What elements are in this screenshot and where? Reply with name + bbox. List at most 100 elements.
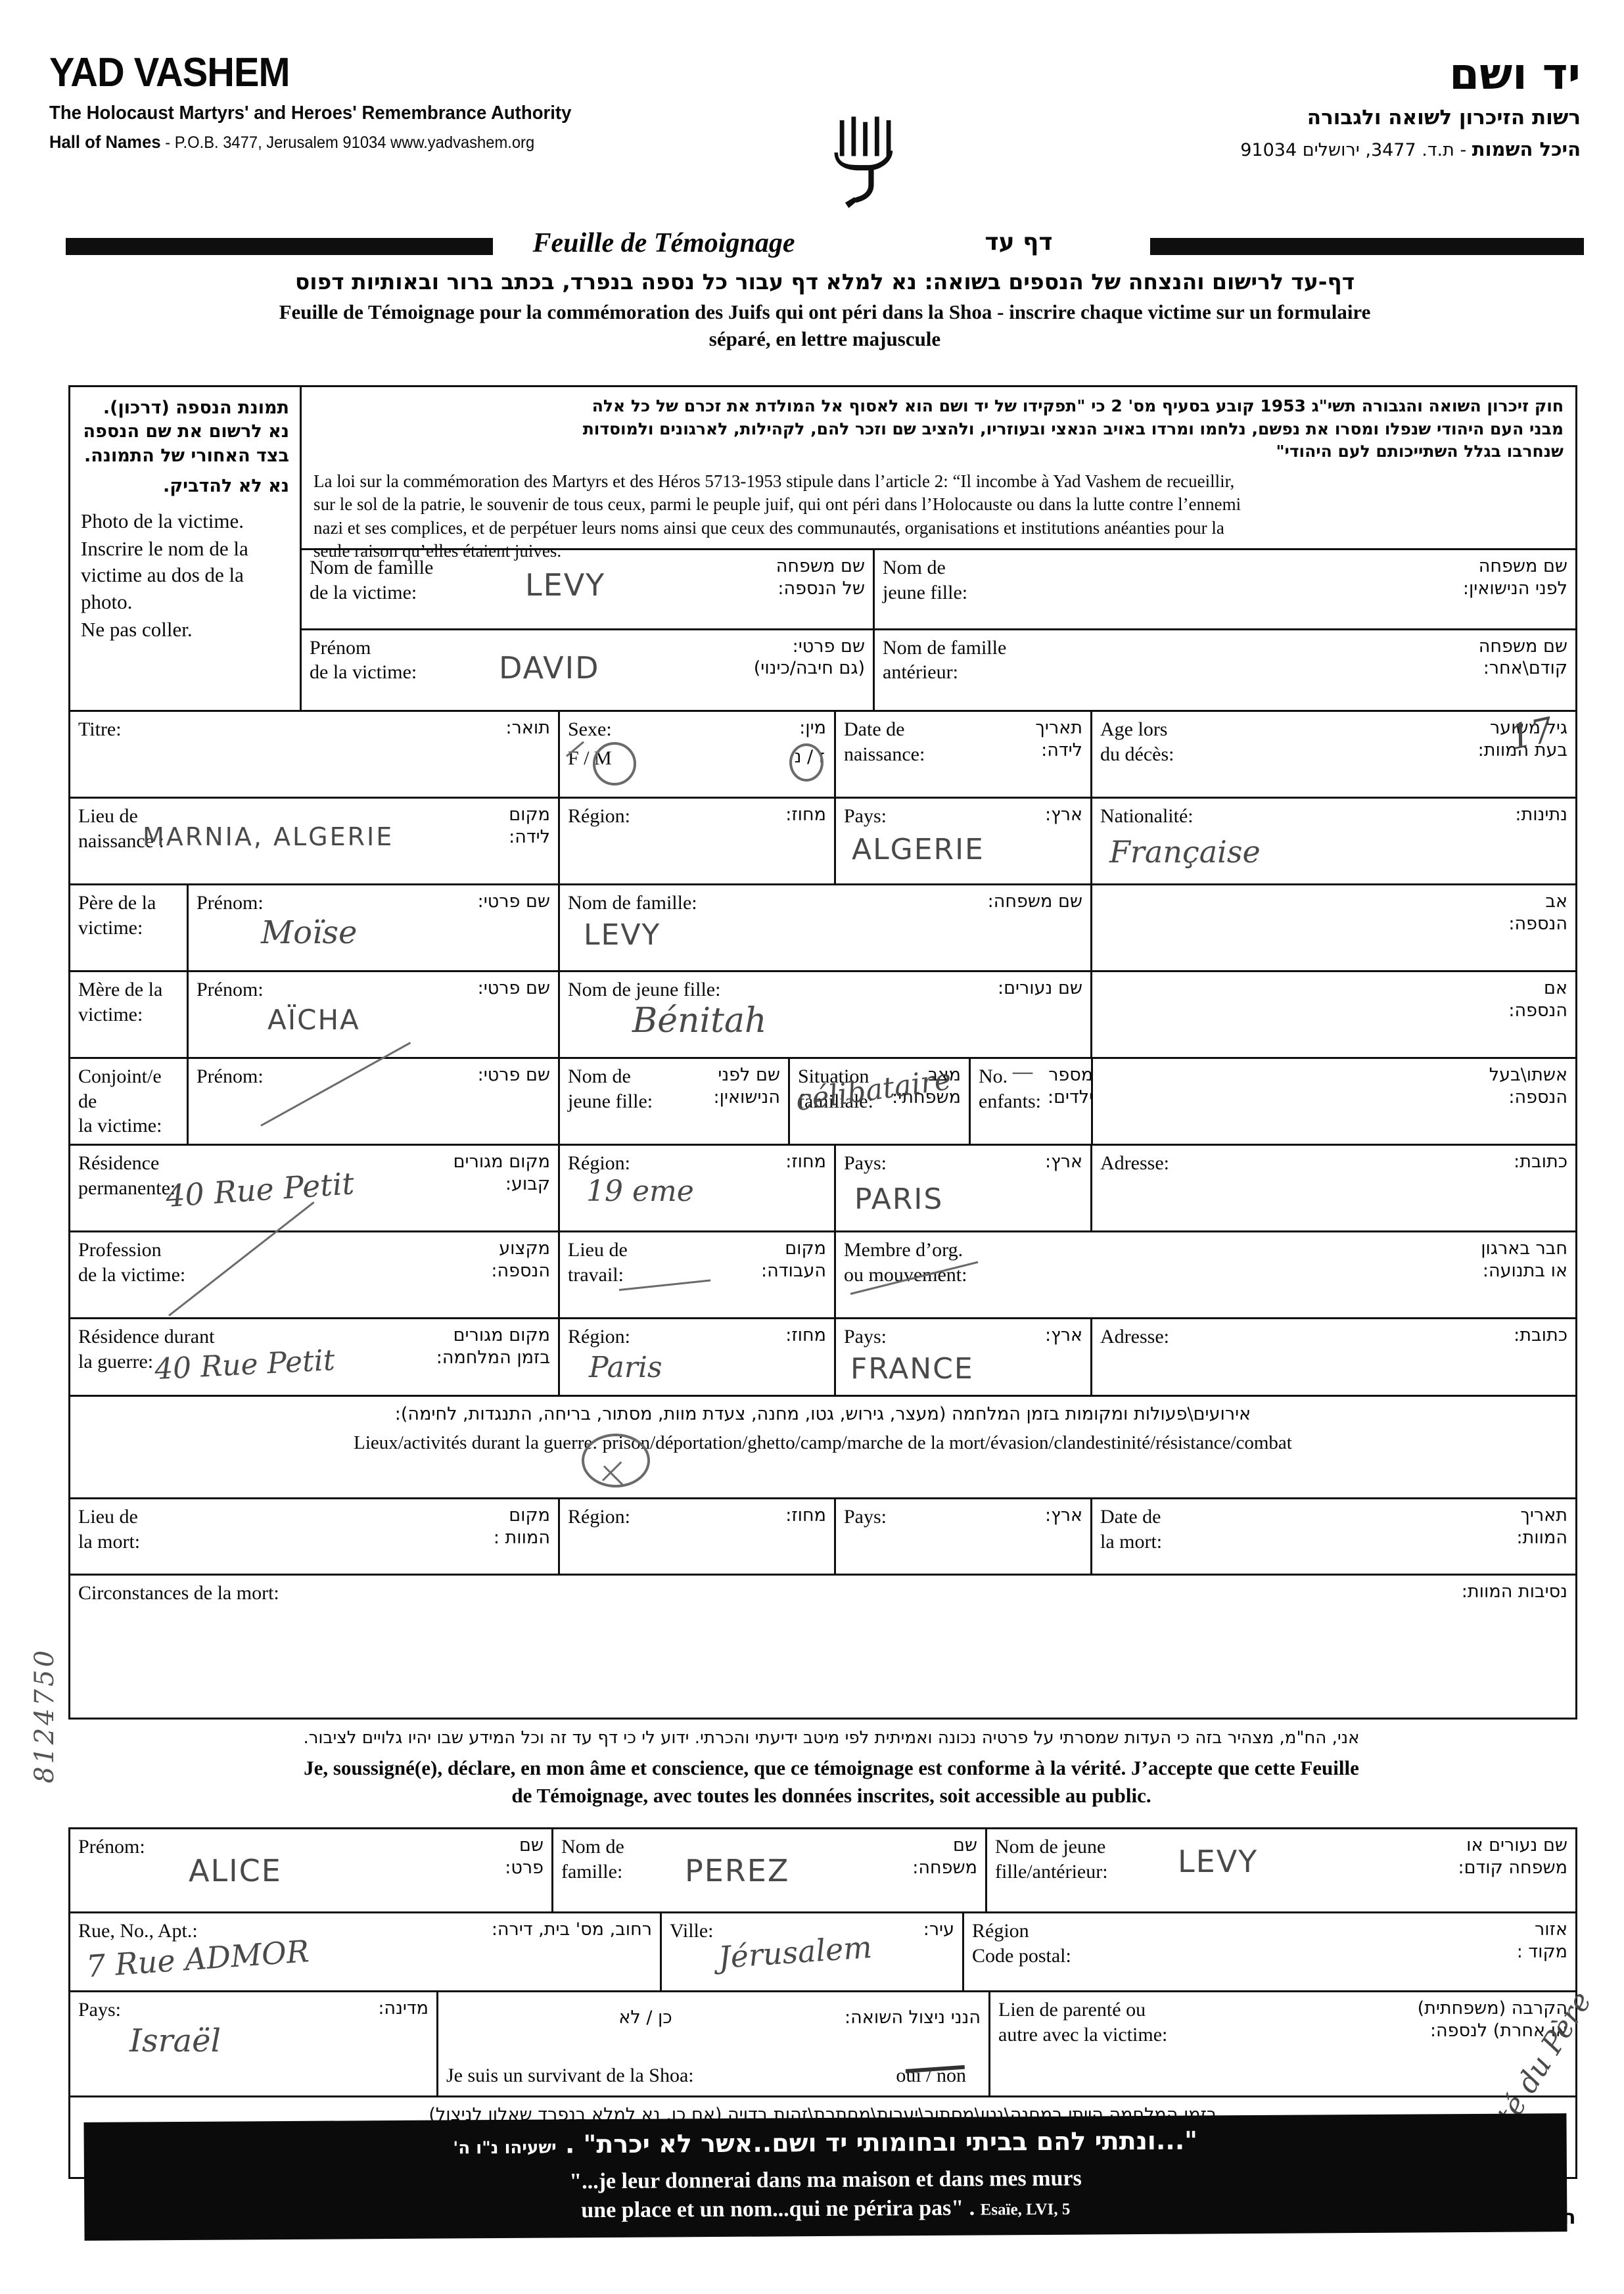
label-mother-maiden-name-fr: Nom de jeune fille: — [568, 979, 721, 1000]
field-victim-first-name[interactable]: Prénom de la victime: שם פרטי: (גם חיבה/… — [302, 630, 875, 710]
value-permanent-region: 19 eme — [586, 1175, 694, 1208]
field-war-activities[interactable]: אירועים\פעולות ומקומות בזמן המלחמה (מעצר… — [70, 1397, 1575, 1497]
field-birth-country[interactable]: Pays: ארץ: ALGERIE — [836, 799, 1092, 883]
label-witness-last-name-he: שם משפחה: — [912, 1835, 977, 1878]
label-mother-maiden-name-he: שם נעורים: — [998, 978, 1082, 998]
label-permanent-residence-he: מקום מגורים קבוע: — [453, 1152, 550, 1194]
field-witness-maiden-name[interactable]: Nom de jeune fille/antérieur: שם נעורים … — [987, 1829, 1575, 1911]
field-war-residence[interactable]: Résidence durant la guerre: מקום מגורים … — [70, 1319, 560, 1395]
field-witness-first-name[interactable]: Prénom: שם פרט: ALICE — [70, 1829, 553, 1911]
declaration-fr-line1: Je, soussigné(e), déclare, en mon âme et… — [304, 1756, 1359, 1779]
field-mother-first-name[interactable]: Prénom: שם פרטי: AÏCHA — [189, 972, 560, 1057]
field-death-circumstances[interactable]: Circonstances de la mort: נסיבות המוות: — [70, 1576, 1575, 1654]
field-war-address[interactable]: Adresse: כתובת: — [1092, 1319, 1575, 1395]
field-father-last-name[interactable]: Nom de famille: שם משפחה: LEVY — [560, 885, 1092, 970]
field-victim-family-name[interactable]: Nom de famille de la victime: שם משפחה ש… — [302, 550, 875, 628]
field-workplace[interactable]: Lieu de travail: מקום העבודה: — [560, 1232, 836, 1317]
address-text-en: - P.O.B. 3477, Jerusalem 91034 www.yadva… — [160, 133, 535, 152]
survivor-options-he[interactable]: כן / לא — [618, 2007, 672, 2028]
instructions-fr-line2: séparé, en lettre majuscule — [708, 327, 941, 350]
title-rule-right — [1150, 238, 1584, 255]
field-spouse-side-label: אשתו\בעל הנספה: — [1093, 1059, 1575, 1144]
label-victim-previous-name-he: שם משפחה קודם\אחר: — [1478, 636, 1567, 679]
footer-quote-banner: "...ונתתי להם בביתי ובחומותי יד ושם..אשר… — [83, 2113, 1567, 2241]
footer-quote-he-text: "...ונתתי להם בביתי ובחומותי יד ושם..אשר… — [565, 2126, 1198, 2159]
label-war-region-fr: Région: — [568, 1326, 630, 1347]
field-survivor-status[interactable]: כן / לא הנני ניצול השואה: Je suis un sur… — [438, 1992, 990, 2095]
field-nationality[interactable]: Nationalité: נתינות: Française — [1092, 799, 1575, 883]
field-witness-street[interactable]: Rue, No., Apt.: רחוב, מס' בית, דירה: 7 R… — [70, 1913, 662, 1990]
field-birth-place[interactable]: Lieu de naissance : מקום לידה: MARNIA, A… — [70, 799, 560, 883]
field-title[interactable]: Titre: תואר: — [70, 712, 560, 797]
law-he-line1: חוק זיכרון השואה והגבורה תשי"ג 1953 קובע… — [592, 396, 1564, 415]
label-death-date-fr: Date de la mort: — [1100, 1506, 1163, 1553]
field-profession[interactable]: Profession de la victime: מקצוע הנספה: — [70, 1201, 560, 1317]
header-latin-block: YAD VASHEM The Holocaust Martyrs' and He… — [49, 53, 707, 151]
field-sex[interactable]: Sexe: מין: F / M ז / נ — [560, 712, 836, 797]
label-witness-region-fr: Région Code postal: — [972, 1920, 1071, 1967]
law-fr-line3: nazi et ses complices, et de perpétuer l… — [313, 517, 1224, 538]
label-witness-region-he: אזור מקוד : — [1516, 1919, 1567, 1962]
field-victim-previous-name[interactable]: Nom de famille antérieur: שם משפחה קודם\… — [875, 630, 1575, 710]
field-war-country[interactable]: Pays: ארץ: FRANCE — [836, 1319, 1092, 1395]
form-title-fr: Feuille de Témoignage — [532, 228, 795, 258]
field-death-place[interactable]: Lieu de la mort: מקום המוות : — [70, 1499, 560, 1574]
label-nationality-he: נתינות: — [1515, 805, 1567, 825]
field-permanent-residence[interactable]: Résidence permanente: מקום מגורים קבוע: … — [70, 1146, 560, 1230]
label-death-place-fr: Lieu de la mort: — [78, 1506, 141, 1553]
field-permanent-region[interactable]: Région: מחוז: 19 eme — [560, 1146, 836, 1230]
label-spouse-first-name-he: שם פרטי: — [477, 1065, 550, 1085]
label-birth-region-fr: Région: — [568, 805, 630, 827]
victim-details-table: תמונת הנספה (דרכון). נא לרשום את שם הנספ… — [68, 385, 1577, 1720]
organization-address-en: Hall of Names - P.O.B. 3477, Jerusalem 9… — [49, 133, 674, 151]
organization-subtitle-en: The Holocaust Martyrs' and Heroes' Remem… — [49, 103, 572, 124]
organization-name-he: יד ושם — [1449, 49, 1581, 99]
field-victim-maiden-name[interactable]: Nom de jeune fille: שם משפחה לפני הנישוא… — [875, 550, 1575, 628]
field-death-date[interactable]: Date de la mort: תאריך המוות: — [1092, 1499, 1575, 1574]
label-war-region-he: מחוז: — [785, 1325, 826, 1346]
field-war-region[interactable]: Région: מחוז: Paris — [560, 1319, 836, 1395]
field-organization[interactable]: Membre d’org. ou mouvement: חבר בארגון א… — [836, 1232, 1575, 1317]
label-death-place-he: מקום המוות : — [493, 1505, 550, 1548]
field-mother-maiden-name[interactable]: Nom de jeune fille: שם נעורים: Bénitah — [560, 972, 1092, 1057]
law-fr-line1: La loi sur la commémoration des Martyrs … — [313, 471, 1235, 491]
label-permanent-residence-fr: Résidence permanente: — [78, 1152, 176, 1199]
field-witness-region[interactable]: Région Code postal: אזור מקוד : — [964, 1913, 1575, 1990]
field-witness-country[interactable]: Pays: מדינה: Israël — [70, 1992, 438, 2095]
label-children-count-he: מספר ילדים: — [1047, 1065, 1094, 1108]
field-birth-date[interactable]: Date de naissance: תאריך לידה: — [836, 712, 1092, 797]
field-permanent-country[interactable]: Pays: ארץ: PARIS — [836, 1146, 1092, 1230]
field-permanent-address[interactable]: Adresse: כתובת: — [1092, 1146, 1575, 1230]
field-family-situation[interactable]: Situation familiale: מצב משפחתי: célibat… — [790, 1059, 971, 1144]
label-organization-he: חבר בארגון או בתנועה: — [1481, 1238, 1567, 1281]
label-witness-country-he: מדינה: — [378, 1998, 429, 2019]
label-workplace-fr: Lieu de travail: — [568, 1239, 628, 1286]
field-age-at-death[interactable]: Age lors du décès: גיל משוער בעת המוות: … — [1092, 711, 1575, 797]
field-children-count[interactable]: No. enfants: מספר ילדים: — — [971, 1059, 1093, 1144]
label-family-situation-he: מצב משפחתי: — [892, 1065, 961, 1108]
label-witness-maiden-name-fr: Nom de jeune fille/antérieur: — [995, 1836, 1108, 1883]
label-death-date-he: תאריך המוות: — [1516, 1505, 1567, 1548]
declaration-fr-line2: de Témoignage, avec toutes les données i… — [511, 1784, 1151, 1808]
field-relation-to-victim[interactable]: Lien de parenté ou autre avec la victime… — [990, 1986, 1598, 2226]
label-birth-place-fr: Lieu de naissance : — [78, 805, 164, 852]
label-profession-fr: Profession de la victime: — [78, 1239, 186, 1286]
value-victim-first-name: DAVID — [499, 649, 600, 686]
field-spouse-maiden-name[interactable]: Nom de jeune fille: שם לפני הנישואין: — [560, 1059, 790, 1144]
field-death-region[interactable]: Région: מחוז: — [560, 1499, 836, 1574]
value-war-country: FRANCE — [850, 1352, 974, 1386]
label-victim-family-name-he: שם משפחה של הנספה: — [776, 556, 865, 599]
label-death-circumstances-he: נסיבות המוות: — [1461, 1581, 1567, 1602]
field-birth-region[interactable]: Région: מחוז: — [560, 799, 836, 883]
label-age-at-death-fr: Age lors du décès: — [1100, 718, 1174, 765]
label-birth-country-fr: Pays: — [844, 805, 887, 827]
field-witness-city[interactable]: Ville: עיר: Jérusalem — [662, 1913, 964, 1990]
field-father-first-name[interactable]: Prénom: שם פרטי: Moïse — [189, 885, 560, 970]
label-relation-he: הקרבה (משפחתית) או אחרת) לנספה: — [1417, 1998, 1567, 2041]
field-witness-last-name[interactable]: Nom de famille: שם משפחה: PEREZ — [553, 1829, 987, 1911]
label-death-region-fr: Région: — [568, 1506, 630, 1528]
field-death-country[interactable]: Pays: ארץ: — [836, 1499, 1092, 1574]
field-spouse-first-name[interactable]: Prénom: שם פרטי: — [189, 1042, 560, 1144]
value-witness-first-name: ALICE — [189, 1853, 282, 1888]
label-war-activities-fr: Lieux/activités durant la guerre: prison… — [354, 1432, 1292, 1453]
